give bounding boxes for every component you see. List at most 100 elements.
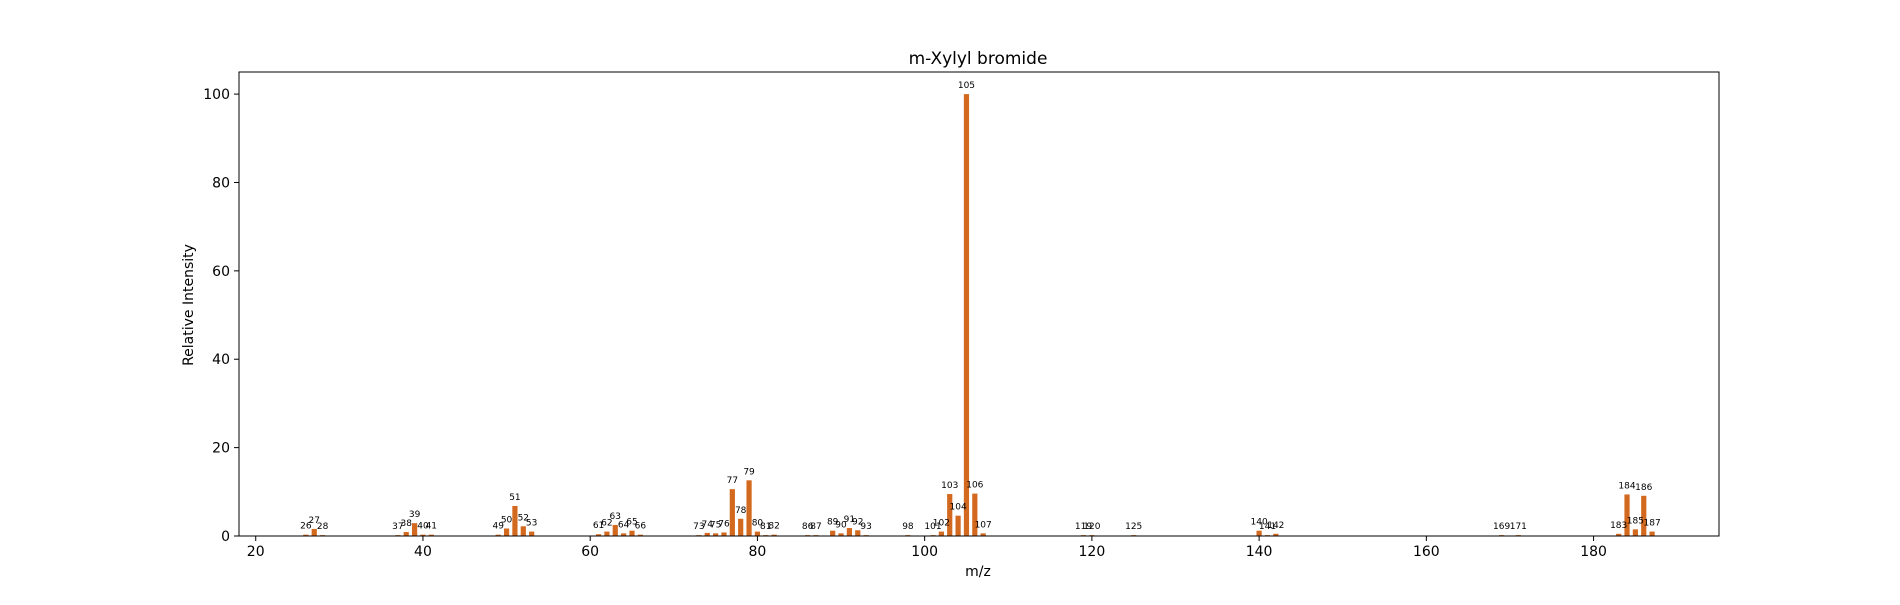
peak-label: 98 xyxy=(902,522,914,532)
y-tick-label: 60 xyxy=(212,264,230,280)
peak-label: 81 xyxy=(760,522,771,532)
peak-label: 76 xyxy=(718,519,730,529)
peak-label: 187 xyxy=(1644,519,1661,529)
peak-label: 40 xyxy=(417,522,429,532)
peak-label: 75 xyxy=(710,520,721,530)
x-tick-label: 180 xyxy=(1580,544,1607,560)
spectrum-bar xyxy=(411,523,418,536)
peak-label: 107 xyxy=(975,520,992,530)
peak-label: 183 xyxy=(1610,521,1627,531)
peak-label: 28 xyxy=(317,522,329,532)
bars-layer xyxy=(303,94,1655,536)
peak-label: 102 xyxy=(933,519,950,529)
y-tick-label: 20 xyxy=(212,441,230,457)
peak-label: 92 xyxy=(852,517,863,527)
spectrum-bar xyxy=(830,530,836,536)
spectrum-bar xyxy=(838,533,844,536)
x-tick-label: 60 xyxy=(581,544,599,560)
chart-title: m-Xylyl bromide xyxy=(909,49,1048,69)
spectrum-bar xyxy=(420,534,426,536)
peak-label: 105 xyxy=(958,81,975,91)
x-axis-label: m/z xyxy=(965,564,991,580)
peak-label: 86 xyxy=(802,522,814,532)
peak-label: 73 xyxy=(693,522,704,532)
peak-label: 53 xyxy=(526,519,537,529)
peak-label: 103 xyxy=(941,481,958,491)
spectrum-bar xyxy=(771,534,777,536)
spectrum-bar xyxy=(972,493,978,536)
spectrum-bar xyxy=(311,528,317,536)
peak-label: 77 xyxy=(727,476,738,486)
peak-label: 64 xyxy=(618,520,630,530)
spectrum-bar xyxy=(512,505,518,536)
peak-label: 78 xyxy=(735,506,747,516)
peak-label: 91 xyxy=(844,515,855,525)
spectrum-bar xyxy=(738,518,744,536)
x-tick-label: 140 xyxy=(1246,544,1273,560)
spectrum-bar xyxy=(746,480,752,536)
x-tick-label: 120 xyxy=(1079,544,1106,560)
peak-label: 65 xyxy=(626,518,637,528)
spectrum-bar xyxy=(729,489,735,536)
peak-label: 79 xyxy=(743,467,755,477)
spectrum-bar xyxy=(1256,530,1262,536)
spectrum-bar xyxy=(604,531,610,536)
peak-label: 74 xyxy=(702,520,714,530)
spectrum-bar xyxy=(637,534,643,536)
spectrum-bar xyxy=(1616,533,1622,536)
spectrum-bar xyxy=(503,528,510,536)
peak-label: 39 xyxy=(409,510,421,520)
peak-label: 120 xyxy=(1083,522,1100,532)
peak-label: 41 xyxy=(426,522,437,532)
x-tick-label: 160 xyxy=(1413,544,1440,560)
peak-label: 125 xyxy=(1125,522,1142,532)
spectrum-bar xyxy=(721,532,727,536)
x-tick-label: 40 xyxy=(414,544,432,560)
peak-label: 52 xyxy=(518,513,529,523)
y-tick-label: 0 xyxy=(221,529,230,545)
peak-label: 61 xyxy=(593,521,604,531)
spectrum-bar xyxy=(938,531,944,536)
spectrum-bar xyxy=(529,531,535,536)
spectrum-bar xyxy=(947,494,953,536)
peak-label: 142 xyxy=(1267,521,1284,531)
peak-label: 49 xyxy=(492,522,504,532)
peak-label: 104 xyxy=(950,503,967,513)
spectrum-bar xyxy=(629,530,635,536)
peak-label: 38 xyxy=(401,519,413,529)
spectrum-bar xyxy=(1641,495,1647,536)
spectrum-bar xyxy=(595,534,602,536)
peak-label: 51 xyxy=(509,493,520,503)
peak-label: 50 xyxy=(501,515,513,525)
peak-label: 62 xyxy=(601,519,612,529)
peak-label: 141 xyxy=(1259,522,1276,532)
spectrum-bar xyxy=(713,533,719,536)
peak-label: 87 xyxy=(810,522,821,532)
axes-layer: 20 40 60 80 100 120 140 160 180 0 20 40 60 80 100 xyxy=(203,71,1720,560)
spectrum-bar xyxy=(520,526,526,536)
peak-label: 89 xyxy=(827,518,839,528)
spectrum-bar xyxy=(612,524,618,536)
spectrum-bar xyxy=(704,532,710,536)
y-tick-label: 100 xyxy=(203,87,230,103)
peak-label: 93 xyxy=(860,522,871,532)
spectrum-bar xyxy=(855,530,861,536)
y-axis-label: Relative Intensity xyxy=(181,244,197,366)
peak-label: 37 xyxy=(392,522,403,532)
peak-label: 140 xyxy=(1251,518,1268,528)
spectrum-bar xyxy=(403,532,409,536)
peak-label: 185 xyxy=(1627,516,1644,526)
spectrum-bar xyxy=(1632,529,1638,536)
peak-label: 186 xyxy=(1635,483,1652,493)
spectrum-bar xyxy=(1649,531,1655,536)
x-tick-label: 20 xyxy=(247,544,265,560)
spectrum-bar xyxy=(495,534,501,536)
peak-label: 80 xyxy=(752,519,764,529)
peak-label: 119 xyxy=(1075,522,1092,532)
y-tick-label: 80 xyxy=(212,175,230,191)
peak-label: 82 xyxy=(768,522,779,532)
peak-label: 184 xyxy=(1618,481,1635,491)
